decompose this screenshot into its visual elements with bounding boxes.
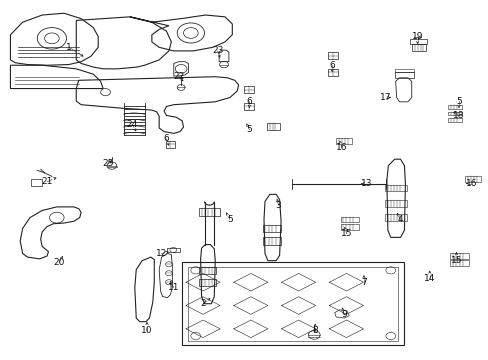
Text: 12: 12 [156, 249, 167, 258]
Bar [188, 267, 397, 341]
Text: 7: 7 [360, 278, 366, 287]
Text: 20: 20 [53, 258, 65, 267]
Bar [384, 200, 406, 207]
Bar [449, 253, 468, 259]
Text: 25: 25 [102, 159, 113, 168]
Text: 14: 14 [423, 274, 435, 283]
Bar [244, 86, 254, 93]
Text: 24: 24 [126, 120, 138, 129]
Bar [340, 217, 358, 222]
Bar [167, 248, 179, 252]
Text: 5: 5 [455, 96, 461, 105]
Text: 5: 5 [246, 125, 252, 134]
Text: 13: 13 [360, 179, 371, 188]
Text: 11: 11 [168, 283, 179, 292]
Text: 19: 19 [411, 32, 423, 41]
Text: 6: 6 [246, 96, 252, 105]
Bar [267, 123, 279, 130]
Bar [199, 279, 216, 286]
Text: 10: 10 [141, 326, 152, 335]
Text: 6: 6 [329, 61, 334, 70]
Text: 8: 8 [312, 326, 317, 335]
Text: 16: 16 [336, 143, 347, 152]
Text: 17: 17 [379, 93, 391, 102]
Bar [384, 185, 406, 191]
Text: 1: 1 [66, 43, 72, 52]
Text: 4: 4 [397, 215, 403, 224]
Text: 21: 21 [41, 177, 53, 186]
Text: 22: 22 [173, 72, 184, 81]
Text: 3: 3 [275, 201, 281, 210]
Bar [411, 44, 426, 51]
Bar [244, 103, 254, 110]
Bar [198, 208, 220, 216]
Bar [447, 118, 461, 122]
Bar [394, 69, 413, 72]
Bar [31, 179, 41, 186]
Text: 2: 2 [200, 299, 205, 308]
Bar [394, 72, 413, 78]
Bar [328, 69, 337, 76]
Text: 15: 15 [341, 229, 352, 238]
Bar [262, 237, 281, 244]
Bar [328, 52, 337, 59]
Text: 15: 15 [450, 256, 462, 265]
Text: 18: 18 [452, 111, 464, 120]
Bar [199, 267, 216, 274]
Bar [182, 262, 403, 345]
Bar [447, 112, 461, 116]
Bar [447, 105, 461, 109]
Bar [464, 176, 480, 182]
Bar [165, 140, 175, 148]
Text: 23: 23 [212, 46, 223, 55]
Text: 16: 16 [465, 179, 476, 188]
Bar [384, 215, 406, 221]
Text: 6: 6 [163, 134, 169, 143]
Bar [340, 225, 358, 230]
Text: 5: 5 [226, 215, 232, 224]
Bar [335, 138, 351, 144]
Text: 9: 9 [341, 310, 346, 319]
Bar [449, 260, 468, 266]
Bar [262, 225, 281, 232]
